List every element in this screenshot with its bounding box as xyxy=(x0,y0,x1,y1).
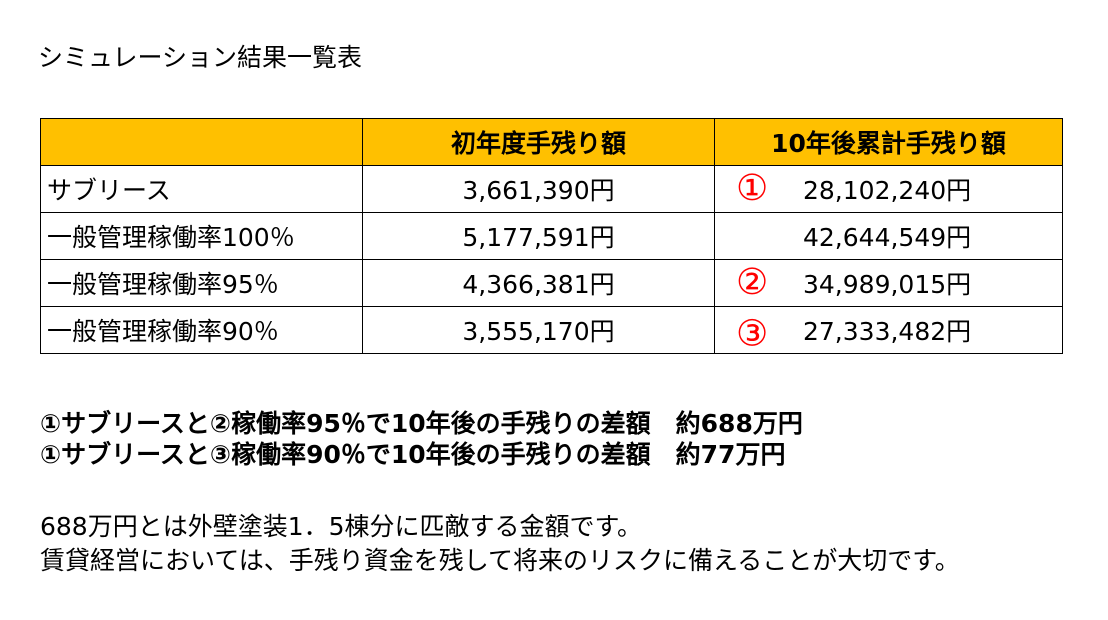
circled-number-marker: ③ xyxy=(736,313,769,355)
ten-year-cell: 42,644,549円 xyxy=(714,212,1063,260)
ten-year-value: 28,102,240円 xyxy=(803,176,972,205)
first-year-value: 4,366,381円 xyxy=(362,259,715,307)
simulation-results-table: 初年度手残り額 10年後累計手残り額 サブリース 3,661,390円 ① 28… xyxy=(40,118,1063,354)
circled-number-marker: ① xyxy=(736,168,769,209)
circled-number-marker: ② xyxy=(736,262,769,303)
summary-line-1: ①サブリースと②稼働率95％で10年後の手残りの差額 約688万円 xyxy=(40,409,803,438)
table-row: 一般管理稼働率100％ 5,177,591円 42,644,549円 xyxy=(40,212,1063,260)
first-year-value: 5,177,591円 xyxy=(362,212,715,260)
note-line-2: 賃貸経営においては、手残り資金を残して将来のリスクに備えることが大切です。 xyxy=(40,546,960,575)
header-first-year: 初年度手残り額 xyxy=(362,118,715,166)
row-label: 一般管理稼働率100％ xyxy=(40,212,363,260)
summary-line-2: ①サブリースと③稼働率90％で10年後の手残りの差額 約77万円 xyxy=(40,440,786,469)
ten-year-value: 34,989,015円 xyxy=(803,270,972,299)
first-year-value: 3,555,170円 xyxy=(362,306,715,354)
note-line-1: 688万円とは外壁塗装1．5棟分に匹敵する金額です。 xyxy=(40,512,643,541)
table-header-row: 初年度手残り額 10年後累計手残り額 xyxy=(40,118,1063,166)
first-year-value: 3,661,390円 xyxy=(362,165,715,213)
ten-year-value: 27,333,482円 xyxy=(803,317,972,346)
ten-year-cell: ① 28,102,240円 xyxy=(714,165,1063,213)
row-label: 一般管理稼働率95％ xyxy=(40,259,363,307)
ten-year-cell: ② 34,989,015円 xyxy=(714,259,1063,307)
explanatory-note: 688万円とは外壁塗装1．5棟分に匹敵する金額です。 賃貸経営においては、手残り… xyxy=(40,510,960,578)
table-row: 一般管理稼働率90％ 3,555,170円 ③ 27,333,482円 xyxy=(40,306,1063,355)
header-ten-year: 10年後累計手残り額 xyxy=(714,118,1063,166)
row-label: 一般管理稼働率90％ xyxy=(40,306,363,354)
table-row: 一般管理稼働率95％ 4,366,381円 ② 34,989,015円 xyxy=(40,259,1063,307)
row-label: サブリース xyxy=(40,165,363,213)
page-title: シミュレーション結果一覧表 xyxy=(38,43,363,72)
difference-summary: ①サブリースと②稼働率95％で10年後の手残りの差額 約688万円 ①サブリース… xyxy=(40,408,803,470)
header-label-cell xyxy=(40,118,363,166)
table-row: サブリース 3,661,390円 ① 28,102,240円 xyxy=(40,165,1063,213)
ten-year-cell: ③ 27,333,482円 xyxy=(714,306,1063,355)
ten-year-value: 42,644,549円 xyxy=(803,223,972,252)
